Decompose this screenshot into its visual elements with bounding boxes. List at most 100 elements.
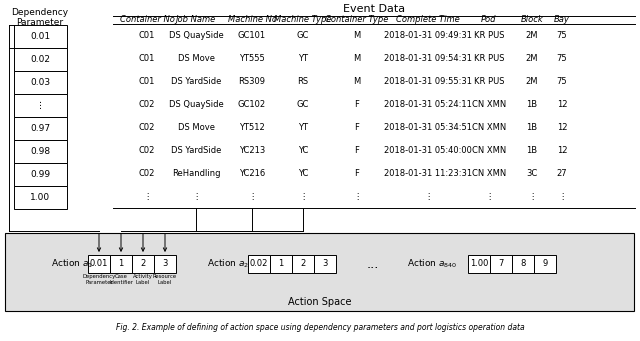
Text: Complete Time: Complete Time xyxy=(396,15,460,25)
Text: 0.01: 0.01 xyxy=(31,32,51,41)
Text: Bay: Bay xyxy=(554,15,570,25)
Text: C02: C02 xyxy=(139,169,155,178)
Bar xyxy=(534,255,556,273)
Text: ReHandling: ReHandling xyxy=(172,169,220,178)
Text: 12: 12 xyxy=(557,146,567,155)
Text: RS: RS xyxy=(298,77,308,86)
Bar xyxy=(14,48,67,71)
Text: 2: 2 xyxy=(300,260,306,268)
Text: ⋮: ⋮ xyxy=(558,192,566,201)
Text: F: F xyxy=(355,123,360,132)
Text: RS309: RS309 xyxy=(239,77,266,86)
Bar xyxy=(88,255,110,273)
Text: Action $a_2$: Action $a_2$ xyxy=(207,258,249,270)
Text: Case
Identifier: Case Identifier xyxy=(109,274,133,285)
Text: 75: 75 xyxy=(557,54,567,63)
Text: Action $a_{840}$: Action $a_{840}$ xyxy=(407,258,457,270)
Text: GC101: GC101 xyxy=(238,31,266,40)
Bar xyxy=(132,255,154,273)
Text: Action Space: Action Space xyxy=(288,297,351,307)
Text: 2M: 2M xyxy=(525,77,538,86)
Text: 0.99: 0.99 xyxy=(31,170,51,179)
Text: 8: 8 xyxy=(520,260,525,268)
Bar xyxy=(490,255,512,273)
Text: YT: YT xyxy=(298,54,308,63)
Bar xyxy=(14,25,67,48)
Text: Container Type: Container Type xyxy=(325,15,388,25)
Text: ⋮: ⋮ xyxy=(192,192,200,201)
Bar xyxy=(14,163,67,186)
Bar xyxy=(14,71,67,94)
Text: 9: 9 xyxy=(542,260,548,268)
Text: 0.01: 0.01 xyxy=(90,260,108,268)
Text: Fig. 2. Example of defining of action space using dependency parameters and port: Fig. 2. Example of defining of action sp… xyxy=(116,324,524,332)
Text: M: M xyxy=(353,31,360,40)
Text: 2018-01-31 09:49:31: 2018-01-31 09:49:31 xyxy=(384,31,472,40)
Text: Dependency
Parameter: Dependency Parameter xyxy=(83,274,116,285)
Text: GC102: GC102 xyxy=(238,100,266,109)
Text: CN XMN: CN XMN xyxy=(472,100,506,109)
Text: 0.97: 0.97 xyxy=(31,124,51,133)
Text: 0.98: 0.98 xyxy=(31,147,51,156)
Text: 1B: 1B xyxy=(527,100,538,109)
Text: Pod: Pod xyxy=(481,15,497,25)
Text: Activity
Label: Activity Label xyxy=(133,274,153,285)
Text: Action $a_1$: Action $a_1$ xyxy=(51,258,93,270)
Text: Job Name: Job Name xyxy=(176,15,216,25)
Text: KR PUS: KR PUS xyxy=(474,77,504,86)
Text: 2M: 2M xyxy=(525,31,538,40)
Text: ⋮: ⋮ xyxy=(299,192,307,201)
Text: 1.00: 1.00 xyxy=(31,193,51,202)
Text: Event Data: Event Data xyxy=(343,4,405,14)
Text: DS Move: DS Move xyxy=(177,123,214,132)
Text: ⋮: ⋮ xyxy=(485,192,493,201)
Text: 3C: 3C xyxy=(526,169,538,178)
Bar xyxy=(512,255,534,273)
Text: C02: C02 xyxy=(139,146,155,155)
Bar xyxy=(5,233,634,311)
Text: CN XMN: CN XMN xyxy=(472,123,506,132)
Text: 75: 75 xyxy=(557,31,567,40)
Text: KR PUS: KR PUS xyxy=(474,54,504,63)
Text: ...: ... xyxy=(367,257,379,270)
Text: YT: YT xyxy=(298,123,308,132)
Text: 75: 75 xyxy=(557,77,567,86)
Text: 1: 1 xyxy=(278,260,284,268)
Text: Machine No: Machine No xyxy=(227,15,276,25)
Text: 2018-01-31 05:24:11: 2018-01-31 05:24:11 xyxy=(384,100,472,109)
Bar xyxy=(14,94,67,117)
Bar xyxy=(468,255,490,273)
Text: 2018-01-31 05:40:00: 2018-01-31 05:40:00 xyxy=(384,146,472,155)
Text: Machine Type: Machine Type xyxy=(275,15,332,25)
Text: GC: GC xyxy=(297,31,309,40)
Text: Resource
Label: Resource Label xyxy=(153,274,177,285)
Text: 0.03: 0.03 xyxy=(31,78,51,87)
Bar xyxy=(14,186,67,209)
Text: 2018-01-31 09:54:31: 2018-01-31 09:54:31 xyxy=(384,54,472,63)
Text: 1.00: 1.00 xyxy=(470,260,488,268)
Text: 3: 3 xyxy=(163,260,168,268)
Text: 2018-01-31 05:34:51: 2018-01-31 05:34:51 xyxy=(384,123,472,132)
Text: YT555: YT555 xyxy=(239,54,265,63)
Text: DS QuaySide: DS QuaySide xyxy=(168,100,223,109)
Text: 1: 1 xyxy=(118,260,124,268)
Text: YC: YC xyxy=(298,169,308,178)
Bar xyxy=(110,255,132,273)
Text: KR PUS: KR PUS xyxy=(474,31,504,40)
Text: Block: Block xyxy=(520,15,543,25)
Text: F: F xyxy=(355,169,360,178)
Text: 27: 27 xyxy=(557,169,567,178)
Text: C01: C01 xyxy=(139,31,155,40)
Text: 12: 12 xyxy=(557,100,567,109)
Bar xyxy=(248,255,270,273)
Text: C01: C01 xyxy=(139,54,155,63)
Text: 7: 7 xyxy=(499,260,504,268)
Bar xyxy=(314,255,336,273)
Text: ⋮: ⋮ xyxy=(528,192,536,201)
Text: YC: YC xyxy=(298,146,308,155)
Text: F: F xyxy=(355,100,360,109)
Text: DS Move: DS Move xyxy=(177,54,214,63)
Text: 1B: 1B xyxy=(527,123,538,132)
Text: Dependency
Parameter: Dependency Parameter xyxy=(12,8,68,27)
Text: CN XMN: CN XMN xyxy=(472,146,506,155)
